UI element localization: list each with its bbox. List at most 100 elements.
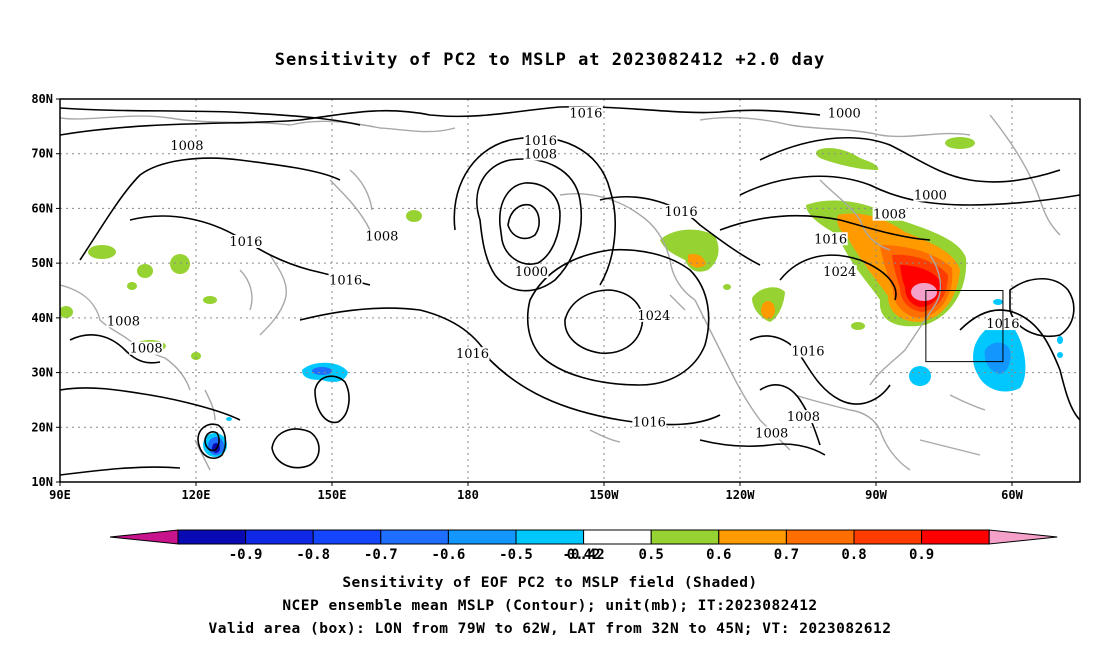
colorbar-label: -0.8 (296, 547, 330, 563)
coast-na-north (699, 116, 971, 138)
shade-green-asia-4 (60, 306, 73, 318)
isobar-1016-arctic (60, 105, 821, 136)
contour-label: 1000 (914, 188, 947, 203)
contour-label: 1016 (633, 416, 666, 431)
shade-green-asia-3 (170, 254, 190, 274)
isobar-low-inner (507, 203, 540, 240)
colorbar-label: 0.9 (909, 547, 934, 563)
colorbar-segment (650, 529, 720, 545)
colorbar-label: 0.6 (706, 547, 731, 563)
isobar-typhoon-inner (204, 431, 220, 452)
caption-line-2: NCEP ensemble mean MSLP (Contour); unit(… (282, 598, 818, 614)
shade-cyan-atlantic-5 (1057, 352, 1063, 358)
colorbar-label: 0.8 (841, 547, 866, 563)
lat-tick-label: 10N (31, 475, 53, 489)
colorbar-segment (515, 529, 585, 545)
isobar-1000-northatl (759, 136, 1061, 183)
shade-green-asia-5 (127, 282, 137, 290)
lon-tick-label: 60W (1001, 488, 1023, 502)
colorbar-label: -0.6 (432, 547, 466, 563)
caption-line-1: Sensitivity of EOF PC2 to MSLP field (Sh… (342, 575, 758, 591)
isobar-1016-na-south (749, 335, 891, 405)
colorbar-label: 0.42 (567, 547, 601, 563)
contour-label: 1008 (365, 230, 398, 245)
shade-green-asia-2 (137, 264, 153, 278)
isobar-pacific-small-ring (271, 428, 320, 469)
contour-label-bg (786, 410, 821, 424)
colorbar-segment (785, 529, 855, 545)
lon-tick-label: 150W (590, 488, 620, 502)
shade-green-small-canada (723, 284, 731, 290)
caption-line-3: Valid area (box): LON from 79W to 62W, L… (208, 621, 892, 637)
colorbar-segment (921, 529, 990, 545)
isobar-1008-se (699, 439, 826, 456)
valid-area-box (925, 290, 1004, 363)
shade-green-hudson (816, 147, 879, 170)
shade-pink-northeast (911, 283, 937, 301)
isobar-1016-asia-lower (60, 387, 241, 421)
lat-tick-label: 50N (31, 256, 53, 270)
contour-label-bg (913, 188, 948, 202)
contour-label-bg (813, 232, 848, 246)
coast-alaska (559, 193, 696, 301)
lat-tick-label: 80N (31, 92, 53, 106)
contour-label: 1016 (791, 344, 824, 359)
contour-label-bg (129, 341, 164, 355)
isobar-1008-asia (79, 157, 341, 261)
isobar-1024-high (526, 248, 710, 386)
contour-label-bg (568, 106, 603, 120)
coast-islands (589, 294, 686, 443)
contour-label: 1016 (456, 347, 489, 362)
contour-label-bg (822, 265, 857, 279)
colorbar-segment (312, 529, 382, 545)
colorbar-label: 0.5 (639, 547, 664, 563)
lon-tick-label: 120E (182, 488, 211, 502)
colorbar-label: -0.5 (499, 547, 533, 563)
contour-label: 1016 (814, 232, 847, 247)
colorbar-segment (380, 529, 449, 545)
shade-orange-rockies (761, 301, 775, 319)
coast-korea-japan (239, 254, 287, 336)
sensitivity-shading (60, 137, 1063, 457)
plot-border (59, 98, 1081, 483)
colorbar-low-arrow (109, 529, 179, 545)
colorbar-segment (583, 529, 652, 545)
isobar-1016-northatl (719, 214, 931, 241)
shade-green-plains (851, 322, 865, 330)
contour-label-bg (664, 204, 699, 218)
contour-label: 1008 (107, 314, 140, 329)
isobar-1008-asia-south (69, 334, 161, 364)
lat-tick-label: 60N (31, 201, 53, 215)
contour-label-bg (328, 273, 363, 287)
contour-label: 1024 (823, 265, 856, 280)
shade-green-asia-1 (88, 245, 116, 259)
colorbar-label: 0.7 (774, 547, 799, 563)
coast-asia-north (60, 115, 456, 133)
lon-tick-label: 90W (865, 488, 887, 502)
lat-tick-label: 70N (31, 147, 53, 161)
isobar-1000-low-ring (499, 182, 561, 265)
map-title: Sensitivity of PC2 to MSLP at 2023082412… (274, 50, 826, 70)
isobar-1008-na-south (759, 384, 821, 446)
contour-label-bg (364, 229, 399, 243)
isobar-1008-low-ring (476, 158, 583, 292)
grid-lines (60, 99, 1080, 482)
shade-green-asia-8 (191, 352, 201, 360)
isobar-1024-na (779, 254, 897, 301)
lon-tick-label: 150E (318, 488, 347, 502)
shade-green-pacific-small (406, 210, 422, 222)
colorbar-segment (718, 529, 787, 545)
contour-label: 1008 (787, 410, 820, 425)
contour-label: 1008 (755, 426, 788, 441)
contour-label: 1000 (828, 106, 861, 121)
lat-tick-label: 30N (31, 366, 53, 380)
isobar-1024-inner (564, 289, 644, 354)
colorbar-high-arrow (988, 529, 1058, 545)
colorbar-label: -0.7 (364, 547, 398, 563)
contour-label: 1008 (170, 139, 203, 154)
contour-label: 1016 (329, 273, 362, 288)
shade-cyan-atlantic-4 (1057, 336, 1063, 344)
colorbar-segment (177, 529, 247, 545)
